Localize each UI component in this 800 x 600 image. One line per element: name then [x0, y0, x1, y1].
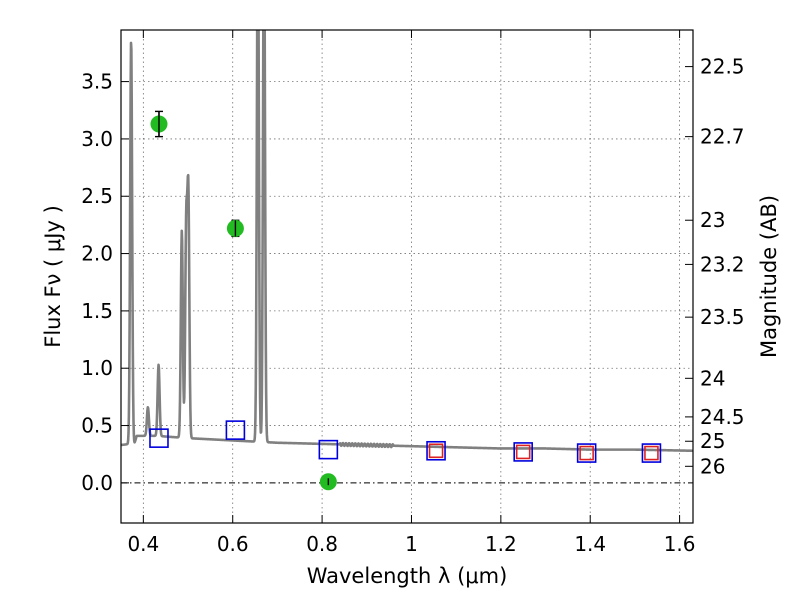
y-tick-label: 1.0	[81, 356, 113, 380]
y-tick-label: 0.5	[81, 414, 113, 438]
y-tick-label: 2.5	[81, 184, 113, 208]
x-axis-label: Wavelength λ (μm)	[307, 564, 508, 588]
model-photometry-square	[149, 428, 169, 448]
model-photometry-square	[225, 420, 246, 440]
x-tick-label: 0.8	[306, 532, 338, 556]
y2-tick-label: 25	[700, 429, 725, 453]
x-tick-label: 1.2	[485, 532, 517, 556]
model-photometry-square	[641, 443, 662, 463]
y-tick-label: 3.5	[81, 70, 113, 94]
model-photometry-square	[426, 440, 446, 461]
plot-frame	[120, 29, 694, 524]
markers	[149, 110, 662, 491]
x-tick-label: 1.4	[574, 532, 606, 556]
red-square	[579, 445, 594, 461]
ticks	[121, 30, 693, 523]
y2-tick-label: 23	[700, 208, 725, 232]
y2-tick-label: 24.5	[700, 405, 745, 429]
y2-tick-label: 22.5	[700, 55, 745, 79]
spectrum	[121, 30, 693, 453]
red-square	[515, 444, 531, 460]
model-photometry-square	[513, 442, 533, 462]
y2-axis-label: Magnitude (AB)	[757, 195, 781, 358]
y2-tick-label: 23.5	[700, 305, 745, 329]
x-tick-label: 0.4	[127, 532, 159, 556]
y2-tick-label: 24	[700, 366, 725, 390]
red-square	[428, 443, 444, 459]
y2-tick-label: 23.2	[700, 252, 745, 276]
y-axis-label: Flux Fν ( μJy )	[41, 205, 65, 348]
model-photometry-square	[318, 439, 339, 460]
y2-tick-label: 22.7	[700, 125, 745, 149]
y-tick-label: 0.0	[81, 471, 113, 495]
red-square	[644, 445, 659, 461]
x-tick-label: 1.6	[664, 532, 696, 556]
x-tick-label: 1	[405, 532, 418, 556]
y-tick-label: 1.5	[81, 299, 113, 323]
y-tick-label: 2.0	[81, 242, 113, 266]
x-tick-label: 0.6	[217, 532, 249, 556]
y2-tick-label: 26	[700, 454, 725, 478]
y-tick-label: 3.0	[81, 127, 113, 151]
model-photometry-square	[576, 443, 597, 463]
spectrum-line	[121, 30, 693, 453]
tick-labels: 0.4 0.6 0.8 1 1.2 1.4 1.6 0.0 0.5 1.0 1.5 2.0 2.5 3.0…	[81, 55, 744, 556]
